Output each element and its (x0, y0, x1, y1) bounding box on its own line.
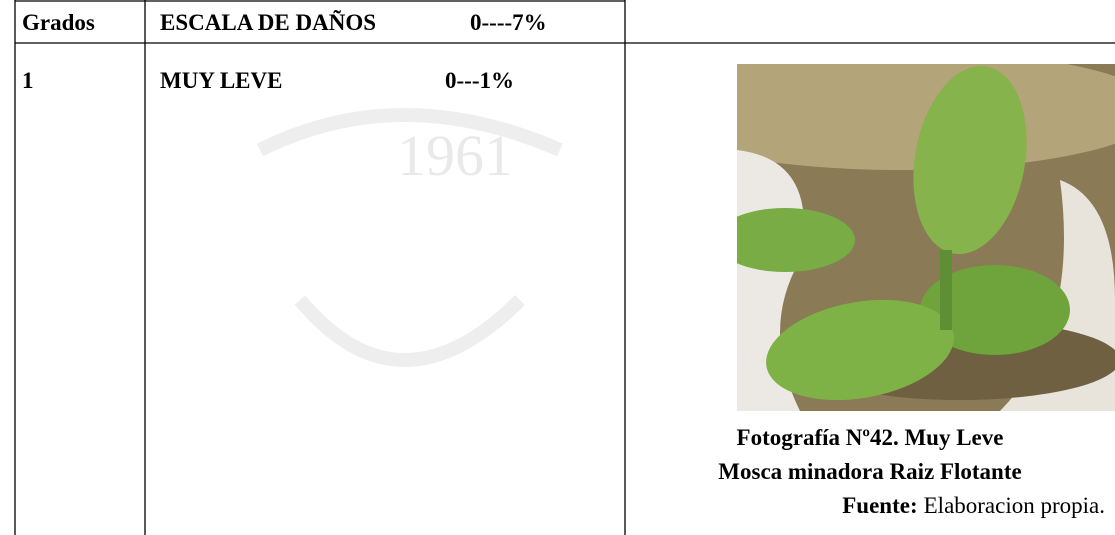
source-text: Elaboracion propia. (924, 493, 1105, 518)
subcaption: Mosca minadora Raiz Flotante (718, 459, 1021, 484)
table-borders (14, 0, 1115, 535)
source: Fuente: Elaboracion propia. (842, 493, 1105, 518)
photo (737, 64, 1115, 411)
header-cell: 0----7% (470, 10, 547, 35)
header-cell: ESCALA DE DAÑOS (160, 10, 376, 35)
header-cell: Grados (22, 10, 95, 35)
watermark-text: 1961 (397, 123, 513, 188)
cell: 0---1% (445, 68, 514, 93)
cell: MUY LEVE (160, 68, 282, 93)
cell: 1 (22, 68, 34, 93)
source-label: Fuente: (842, 493, 917, 518)
watermark: 1961 (256, 108, 563, 367)
caption: Fotografía Nº42. Muy Leve (737, 425, 1004, 450)
